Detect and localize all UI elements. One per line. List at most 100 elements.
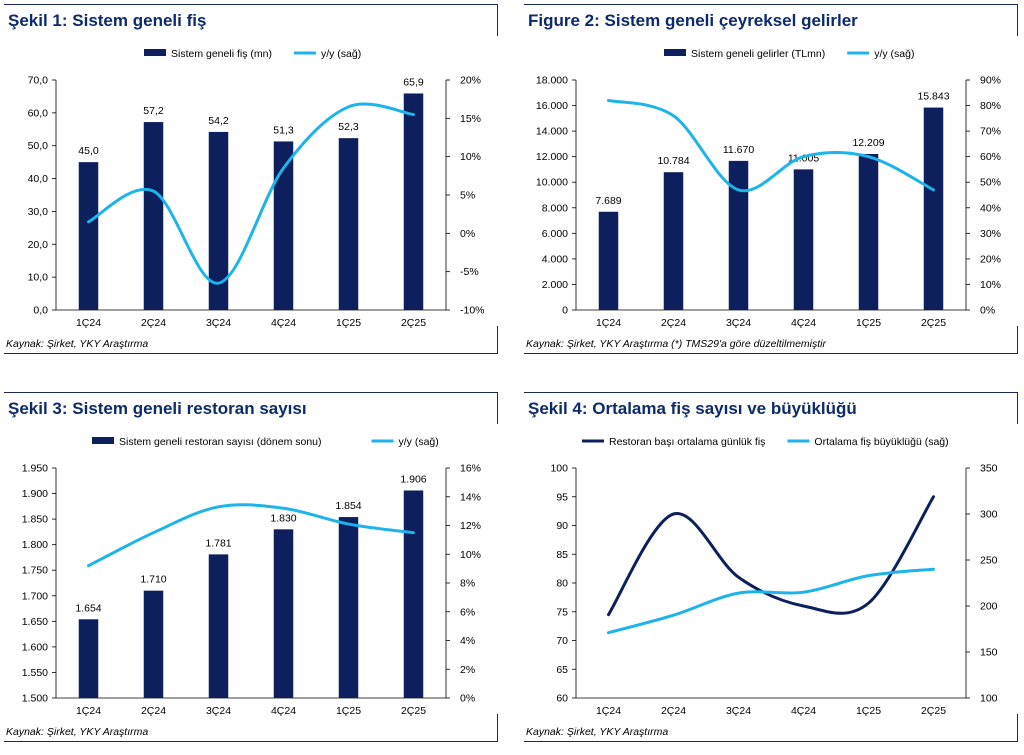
y2-tick-label: 100 [980,693,998,705]
data-label: 1.781 [205,537,231,549]
x-tick-label: 2Ç24 [141,705,166,717]
bar [208,131,229,310]
y-tick-label: 70 [556,635,568,647]
y2-tick-label: 250 [980,555,998,567]
legend-label: y/y (sağ) [321,48,361,60]
x-tick-label: 3Ç24 [206,317,231,329]
source-note: Kaynak: Şirket, YKY Araştırma [6,726,149,738]
y2-tick-label: 350 [980,463,998,475]
y2-tick-label: 80% [980,100,1001,112]
bar [793,169,814,310]
legend-item: y/y (sağ) [293,48,361,60]
x-tick-label: 2Ç24 [661,317,686,329]
legend-item: Sistem geneli fiş (mn) [144,48,272,60]
legend-label: Restoran başı ortalama günlük fiş [609,436,765,448]
bar [923,107,944,310]
y2-tick-label: 0% [460,693,475,705]
chart-panel-4: Şekil 4: Ortalama fiş sayısı ve büyüklüğ… [524,392,1018,742]
y-tick-label: 2.000 [542,279,568,291]
x-tick-label: 2Ç25 [401,317,426,329]
y-tick-label: 65 [556,664,568,676]
data-label: 57,2 [143,105,164,117]
data-label: 52,3 [338,121,359,133]
data-label: 11.670 [723,144,754,156]
y2-tick-label: 0% [980,305,995,317]
y2-tick-label: 8% [460,578,475,590]
panel-footer: Kaynak: Şirket, YKY Araştırma (*) TMS29'… [524,326,1018,354]
data-label: 12.209 [852,137,884,149]
y-tick-label: 95 [556,491,568,503]
legend-swatch [92,437,114,444]
x-tick-label: 4Ç24 [791,317,816,329]
y-tick-label: 90 [556,520,568,532]
legend: Sistem geneli fiş (mn) y/y (sağ) [144,48,361,60]
y-tick-label: 1.800 [22,539,48,551]
x-tick-label: 3Ç24 [726,317,751,329]
source-note: Kaynak: Şirket, YKY Araştırma [526,726,669,738]
x-tick-label: 2Ç24 [661,705,686,717]
bar [143,590,164,698]
y2-tick-label: 6% [460,606,475,618]
y-tick-label: 1.900 [22,488,48,500]
x-tick-label: 1Ç25 [336,705,361,717]
panel-title-bar: Figure 2: Sistem geneli çeyreksel gelirl… [524,4,1018,36]
x-tick-label: 2Ç25 [401,705,426,717]
legend-item: Sistem geneli restoran sayısı (dönem son… [92,436,322,448]
data-label: 10.784 [657,155,689,167]
x-tick-label: 1Ç24 [596,317,621,329]
x-tick-label: 3Ç24 [206,705,231,717]
y2-tick-label: 30% [980,228,1001,240]
data-label: 1.906 [400,473,426,485]
legend-item: Restoran başı ortalama günlük fiş [582,436,765,448]
y-tick-label: 60,0 [28,107,49,119]
y-tick-label: 4.000 [542,253,568,265]
y-tick-label: 1.600 [22,641,48,653]
x-tick-label: 4Ç24 [791,705,816,717]
y2-tick-label: 70% [980,126,1001,138]
chart-panel-1: Şekil 1: Sistem geneli fiş Sistem geneli… [4,4,498,354]
bar [728,160,749,310]
line-chart-ortalama-fis: Restoran başı ortalama günlük fiş Ortalam… [550,436,998,717]
y2-tick-label: -10% [460,305,485,317]
legend: Sistem geneli restoran sayısı (dönem son… [92,436,439,448]
bar [208,554,229,698]
legend-item: Ortalama fiş büyüklüğü (sağ) [787,436,949,448]
source-note: Kaynak: Şirket, YKY Araştırma [6,338,149,350]
y-tick-label: 10,0 [28,272,49,284]
bar [663,172,684,310]
panel-title-bar: Şekil 1: Sistem geneli fiş [4,4,498,36]
y2-tick-label: 50% [980,177,1001,189]
combo-chart-fis: Sistem geneli fiş (mn) y/y (sağ) 0,0 10,0 20… [28,48,485,329]
series-line [87,102,415,285]
legend-swatch [144,49,166,56]
y-tick-label: 60 [556,693,568,705]
x-tick-label: 1Ç25 [856,705,881,717]
y-tick-label: 20,0 [28,239,49,251]
data-label: 51,3 [273,124,294,136]
y2-tick-label: 10% [460,549,481,561]
y2-tick-label: -5% [460,266,479,278]
y-tick-label: 6.000 [542,228,568,240]
y-tick-label: 1.500 [22,693,48,705]
data-label: 1.854 [335,500,361,512]
bar [403,490,424,698]
bar [273,529,294,698]
bar [858,153,879,310]
x-tick-label: 1Ç25 [336,317,361,329]
y2-tick-label: 60% [980,151,1001,163]
y-tick-label: 16.000 [536,100,568,112]
x-tick-label: 2Ç25 [921,705,946,717]
data-label: 1.710 [140,574,166,586]
y2-tick-label: 150 [980,647,998,659]
source-note: Kaynak: Şirket, YKY Araştırma (*) TMS29'… [526,338,826,350]
bar [78,162,99,310]
y-tick-label: 1.950 [22,463,48,475]
bar [338,138,359,310]
chart-title: Şekil 1: Sistem geneli fiş [8,11,207,30]
chart-title: Şekil 3: Sistem geneli restoran sayısı [8,399,307,418]
legend-item: Sistem geneli gelirler (TLmn) [664,48,825,60]
y2-tick-label: 4% [460,635,475,647]
y-tick-label: 30,0 [28,206,49,218]
x-tick-label: 4Ç24 [271,705,296,717]
combo-chart-gelirler: Sistem geneli gelirler (TLmn) y/y (sağ) 0 2… [536,48,1001,329]
